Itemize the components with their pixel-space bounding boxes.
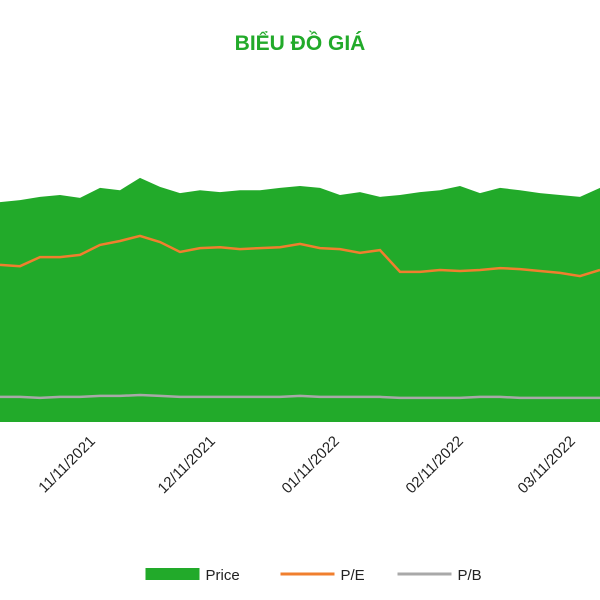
series-line — [0, 234, 600, 278]
x-tick-label: 11/11/2021 — [35, 433, 99, 497]
price-area — [0, 177, 600, 422]
legend-swatch — [145, 568, 200, 580]
legend-label: P/B — [458, 567, 482, 584]
x-tick-label: 12/11/2021 — [155, 433, 219, 497]
x-tick-label: 01/11/2022 — [279, 433, 343, 497]
x-tick-label: 02/11/2022 — [403, 433, 467, 497]
legend-label: P/E — [341, 567, 365, 584]
x-tick-label: 03/11/2022 — [515, 433, 579, 497]
chart-title: BIỂU ĐỒ GIÁ — [235, 31, 366, 55]
series-line — [0, 393, 600, 400]
legend-label: Price — [206, 567, 240, 584]
